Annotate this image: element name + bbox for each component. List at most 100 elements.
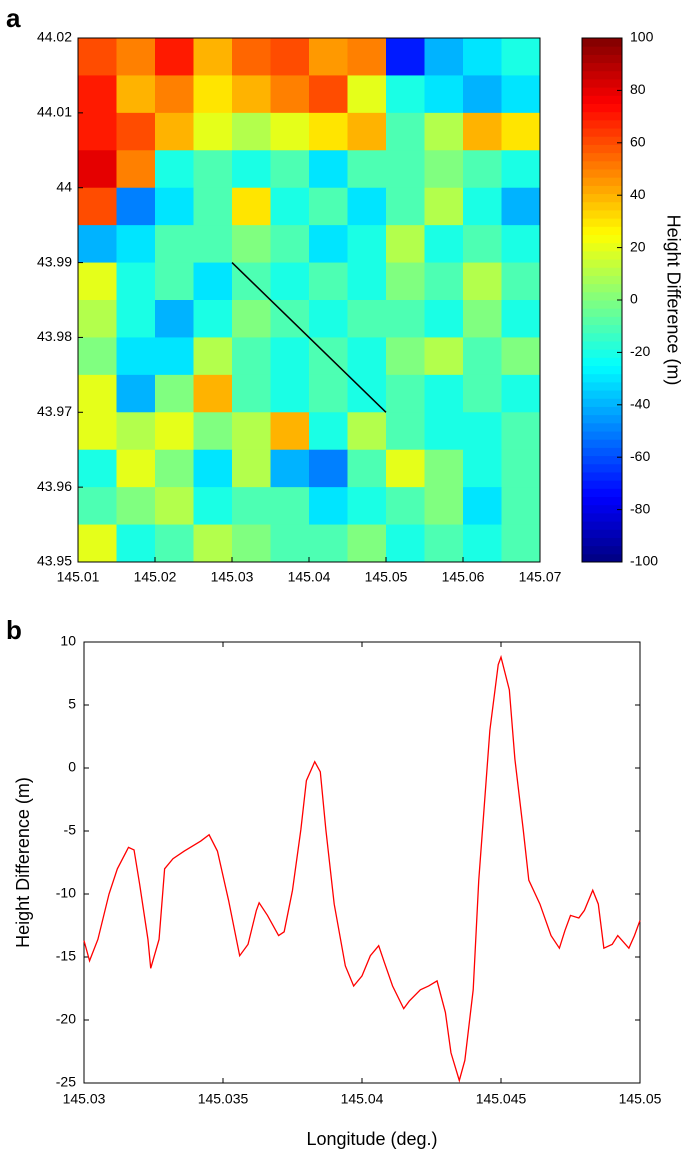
heatmap-cell [155, 112, 194, 151]
heatmap-cell [386, 449, 425, 488]
heatmap-cell [424, 38, 464, 76]
heatmap-cell [78, 524, 117, 563]
colorbar-tick-label: -100 [630, 553, 658, 569]
colorbar-segment [582, 422, 622, 432]
heatmap-cell [270, 112, 310, 151]
heatmap-cell [232, 449, 271, 488]
colorbar-segment [582, 283, 622, 293]
heatmap-cell [309, 487, 348, 526]
colorbar-segment [582, 300, 622, 309]
colorbar-segment [582, 480, 622, 489]
heatmap-cell [155, 262, 194, 301]
colorbar-segment [582, 62, 622, 72]
heatmap-cell [309, 225, 348, 264]
heatmap-cell [270, 487, 310, 526]
heatmap-cell [270, 337, 310, 376]
heatmap-cell [463, 187, 502, 226]
x-tick-label: 145.07 [519, 569, 562, 585]
heatmap-cell [116, 337, 156, 376]
colorbar-segment [582, 54, 622, 64]
heatmap-cell [270, 187, 310, 226]
colorbar-segment [582, 390, 622, 399]
heatmap-cell [116, 38, 156, 76]
heatmap-cell [463, 337, 502, 376]
y-tick-label: -10 [56, 885, 76, 901]
colorbar-segment [582, 234, 622, 244]
heatmap-cell [78, 337, 117, 376]
heatmap-cell [193, 225, 233, 264]
y-tick-label: -15 [56, 948, 76, 964]
colorbar-segment [582, 152, 622, 162]
y-tick-label: 43.96 [37, 478, 72, 494]
heatmap-cell [78, 150, 117, 189]
heatmap-cell [78, 112, 117, 151]
heatmap-cell [270, 262, 310, 301]
heatmap-cell [501, 524, 541, 563]
colorbar-segment [582, 209, 622, 219]
heatmap-cell [116, 75, 156, 114]
heatmap-cell [501, 187, 541, 226]
heatmap-cell [193, 300, 233, 338]
panel-label: b [6, 615, 22, 645]
heatmap-cell [424, 487, 464, 526]
heatmap-cell [347, 337, 387, 376]
heatmap-cell [155, 449, 194, 488]
heatmap-cell [155, 150, 194, 189]
y-tick-label: 10 [60, 633, 76, 649]
colorbar-segment [582, 250, 622, 260]
x-tick-label: 145.02 [134, 569, 177, 585]
colorbar-segment [582, 545, 622, 555]
heatmap-cell [424, 75, 464, 114]
heatmap-cell [347, 449, 387, 488]
heatmap-cell [386, 112, 425, 151]
colorbar-segment [582, 111, 622, 121]
panel-label: a [6, 3, 21, 33]
colorbar-segment [582, 78, 622, 88]
colorbar-segment [582, 226, 622, 235]
heatmap-cell [270, 225, 310, 264]
heatmap-cell [309, 38, 348, 76]
heatmap-cell [193, 150, 233, 189]
x-tick-label: 145.06 [442, 569, 485, 585]
heatmap-cell [347, 412, 387, 451]
heatmap-cell [193, 374, 233, 413]
heatmap-cell [232, 112, 271, 151]
heatmap-cell [501, 112, 541, 151]
colorbar-segment [582, 521, 622, 530]
colorbar-segment [582, 553, 622, 563]
colorbar-segment [582, 340, 622, 350]
colorbar-segment [582, 537, 622, 547]
heatmap-cell [347, 38, 387, 76]
heatmap-cell [232, 187, 271, 226]
heatmap-cell [78, 449, 117, 488]
heatmap-cell [463, 225, 502, 264]
heatmap-cell [78, 225, 117, 264]
y-tick-label: 0 [68, 759, 76, 775]
colorbar-segment [582, 103, 622, 113]
colorbar-segment [582, 316, 622, 326]
y-axis-title: Height Difference (m) [13, 777, 33, 948]
heatmap-cell [463, 150, 502, 189]
heatmap-cell [193, 262, 233, 301]
heatmap-cell [232, 337, 271, 376]
heatmap-cell [155, 524, 194, 563]
colorbar-segment [582, 471, 622, 481]
colorbar-segment [582, 259, 622, 268]
heatmap-cell [424, 524, 464, 563]
heatmap-cell [501, 449, 541, 488]
heatmap-cell [78, 38, 117, 76]
heatmap-cell [309, 524, 348, 563]
heatmap-cell [309, 262, 348, 301]
heatmap-cell [78, 412, 117, 451]
heatmap-cell [309, 150, 348, 189]
heatmap-cell [424, 187, 464, 226]
y-tick-label: 43.99 [37, 253, 72, 269]
colorbar-segment [582, 447, 622, 457]
colorbar-segment [582, 512, 622, 522]
x-tick-label: 145.045 [476, 1091, 527, 1107]
heatmap-cell [270, 150, 310, 189]
heatmap-cell [232, 487, 271, 526]
x-tick-label: 145.05 [365, 569, 408, 585]
heatmap-cell [78, 262, 117, 301]
